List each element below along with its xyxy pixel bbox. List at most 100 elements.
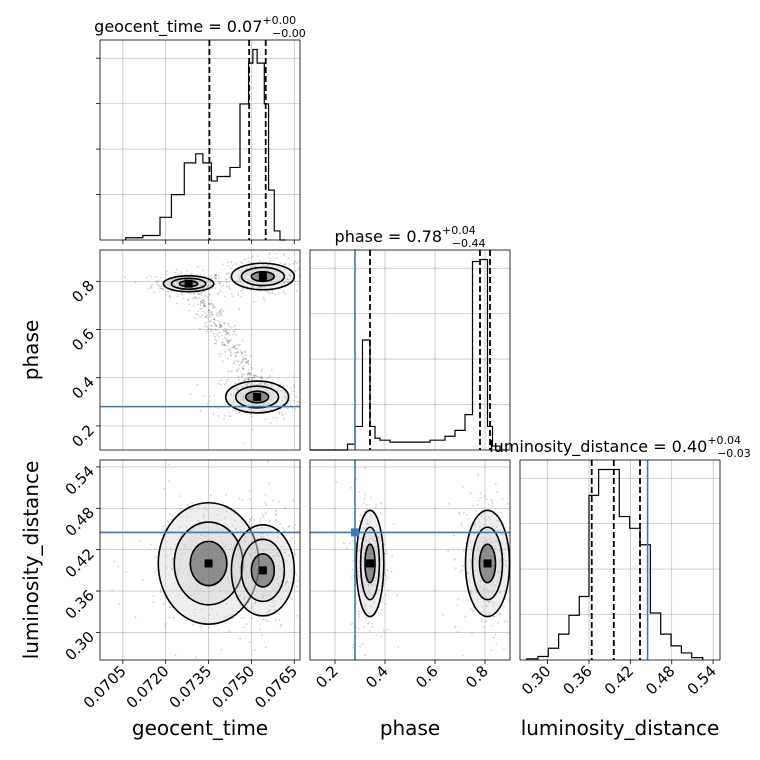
phase-vs-geocent-time-sample-point bbox=[242, 399, 245, 402]
luminosity-distance-vs-geocent-time-sample-point bbox=[247, 595, 250, 598]
luminosity-distance-vs-geocent-time-sample-point bbox=[268, 544, 270, 547]
luminosity-distance-vs-phase-sample-point bbox=[476, 559, 479, 562]
luminosity-distance-vs-phase-sample-point bbox=[373, 546, 376, 548]
luminosity-distance-vs-geocent-time-sample-point bbox=[216, 513, 219, 516]
luminosity-distance-vs-geocent-time-sample-point bbox=[189, 508, 192, 511]
phase-vs-geocent-time-sample-point bbox=[240, 352, 243, 355]
luminosity-distance-vs-phase-sample-point bbox=[486, 534, 489, 536]
luminosity-distance-vs-phase-sample-point bbox=[470, 608, 473, 611]
luminosity-distance-vs-phase-sample-point bbox=[471, 504, 474, 507]
phase-vs-geocent-time-sample-point bbox=[228, 415, 231, 417]
luminosity-distance-hist-x-ticklabel-0: 0.30 bbox=[518, 662, 554, 698]
luminosity-distance-vs-phase-sample-point bbox=[497, 529, 499, 532]
luminosity-distance-vs-geocent-time-sample-point bbox=[279, 522, 282, 525]
luminosity-distance-vs-geocent-time-sample-point bbox=[250, 517, 253, 519]
luminosity-distance-vs-phase-sample-point bbox=[384, 578, 387, 581]
phase-vs-geocent-time-sample-point bbox=[289, 400, 292, 402]
luminosity-distance-vs-geocent-time-sample-point bbox=[168, 606, 171, 608]
luminosity-distance-vs-phase-sample-point bbox=[352, 646, 354, 649]
luminosity-distance-vs-phase-sample-point bbox=[459, 570, 461, 573]
phase-vs-geocent-time-sample-point bbox=[261, 368, 264, 371]
phase-vs-geocent-time-sample-point bbox=[262, 402, 265, 405]
luminosity-distance-vs-geocent-time-sample-point bbox=[138, 539, 141, 542]
luminosity-distance-vs-phase-sample-point bbox=[458, 511, 460, 514]
phase-vs-geocent-time-sample-point bbox=[177, 281, 179, 284]
luminosity-distance-vs-phase-sample-point bbox=[365, 508, 368, 511]
luminosity-distance-vs-phase-sample-point bbox=[377, 588, 380, 591]
luminosity-distance-vs-phase-sample-point bbox=[373, 535, 376, 538]
luminosity-distance-vs-geocent-time-sample-point bbox=[203, 530, 206, 532]
luminosity-distance-vs-geocent-time-x-ticklabel-0: 0.0705 bbox=[80, 662, 130, 712]
phase-vs-geocent-time-sample-point bbox=[251, 415, 254, 418]
luminosity-distance-vs-geocent-time-sample-point bbox=[199, 625, 202, 627]
luminosity-distance-vs-geocent-time-sample-point bbox=[231, 599, 233, 602]
phase-vs-geocent-time-sample-point bbox=[223, 343, 226, 346]
phase-vs-geocent-time-sample-point bbox=[285, 398, 288, 401]
luminosity-distance-vs-geocent-time-sample-point bbox=[249, 498, 252, 501]
phase-vs-geocent-time-sample-point bbox=[284, 397, 287, 400]
luminosity-distance-vs-phase-sample-point bbox=[366, 523, 369, 526]
luminosity-distance-vs-geocent-time-sample-point bbox=[208, 626, 211, 629]
luminosity-distance-vs-phase-sample-point bbox=[369, 538, 372, 540]
luminosity-distance-vs-geocent-time-sample-point bbox=[292, 631, 295, 634]
phase-vs-geocent-time-sample-point bbox=[279, 389, 282, 392]
phase-vs-geocent-time-sample-point bbox=[252, 404, 255, 406]
phase-vs-geocent-time-sample-point bbox=[242, 289, 245, 291]
phase-vs-geocent-time-sample-point bbox=[238, 308, 241, 311]
luminosity-distance-hist-x-ticklabel-2: 0.42 bbox=[601, 662, 637, 698]
luminosity-distance-vs-phase-sample-point bbox=[360, 587, 363, 590]
luminosity-distance-vs-geocent-time-sample-point bbox=[249, 518, 251, 521]
luminosity-distance-vs-geocent-time-sample-point bbox=[235, 597, 237, 599]
phase-vs-geocent-time-sample-point bbox=[199, 304, 202, 307]
luminosity-distance-histogram bbox=[526, 468, 704, 660]
phase-vs-geocent-time-sample-point bbox=[289, 274, 292, 277]
luminosity-distance-vs-phase-sample-point bbox=[368, 521, 371, 524]
phase-vs-geocent-time-sample-point bbox=[206, 281, 208, 284]
luminosity-distance-vs-phase-sample-point bbox=[472, 609, 474, 612]
luminosity-distance-vs-geocent-time-sample-point bbox=[271, 499, 274, 502]
luminosity-distance-vs-phase-sample-point bbox=[362, 502, 365, 505]
luminosity-distance-vs-geocent-time-sample-point bbox=[265, 503, 268, 506]
luminosity-distance-vs-phase-sample-point bbox=[495, 526, 498, 529]
luminosity-distance-vs-geocent-time-sample-point bbox=[288, 525, 291, 528]
phase-vs-geocent-time-sample-point bbox=[193, 292, 195, 295]
luminosity-distance-vs-phase-sample-point bbox=[487, 600, 490, 603]
phase-vs-geocent-time-sample-point bbox=[203, 395, 206, 397]
phase-vs-geocent-time-density-peak-0 bbox=[184, 279, 193, 288]
phase-vs-geocent-time-sample-point bbox=[216, 319, 219, 322]
luminosity-distance-vs-phase-sample-point bbox=[375, 551, 378, 554]
phase-vs-geocent-time-sample-point bbox=[241, 351, 244, 354]
phase-vs-geocent-time-sample-point bbox=[251, 410, 253, 412]
phase-vs-geocent-time-sample-point bbox=[202, 299, 205, 302]
phase-vs-geocent-time-sample-point bbox=[219, 324, 222, 327]
luminosity-distance-vs-phase-sample-point bbox=[484, 620, 487, 622]
phase-vs-geocent-time-sample-point bbox=[204, 325, 207, 328]
luminosity-distance-vs-geocent-time-sample-point bbox=[291, 577, 293, 580]
phase-vs-geocent-time-sample-point bbox=[235, 347, 237, 350]
phase-vs-geocent-time-sample-point bbox=[198, 281, 201, 284]
luminosity-distance-vs-phase-sample-point bbox=[454, 558, 457, 560]
phase-vs-geocent-time-sample-point bbox=[250, 366, 253, 369]
phase-vs-geocent-time-sample-point bbox=[181, 293, 184, 296]
luminosity-distance-vs-geocent-time-sample-point bbox=[203, 506, 206, 509]
phase-vs-geocent-time-sample-point bbox=[284, 396, 287, 398]
phase-vs-geocent-time-sample-point bbox=[279, 383, 282, 386]
luminosity-distance-vs-phase-sample-point bbox=[358, 610, 360, 613]
luminosity-distance-vs-geocent-time-sample-point bbox=[262, 549, 265, 552]
luminosity-distance-vs-geocent-time-sample-point bbox=[246, 606, 249, 608]
luminosity-distance-vs-geocent-time-sample-point bbox=[245, 559, 248, 562]
luminosity-distance-vs-phase-sample-point bbox=[391, 554, 394, 557]
phase-vs-geocent-time-sample-point bbox=[295, 396, 298, 398]
phase-vs-geocent-time-sample-point bbox=[254, 383, 256, 386]
luminosity-distance-vs-geocent-time-sample-point bbox=[270, 543, 273, 546]
luminosity-distance-vs-phase-sample-point bbox=[378, 536, 380, 539]
phase-vs-geocent-time-sample-point bbox=[284, 293, 287, 295]
phase-vs-geocent-time-sample-point bbox=[296, 404, 298, 406]
phase-vs-geocent-time-sample-point bbox=[225, 285, 228, 287]
phase-vs-geocent-time-sample-point bbox=[225, 333, 228, 336]
phase-vs-geocent-time-sample-point bbox=[209, 320, 212, 323]
phase-vs-geocent-time-sample-point bbox=[233, 388, 236, 391]
phase-vs-geocent-time-sample-point bbox=[282, 253, 285, 256]
luminosity-distance-vs-geocent-time-sample-point bbox=[199, 587, 202, 590]
luminosity-distance-vs-phase-sample-point bbox=[375, 570, 377, 573]
